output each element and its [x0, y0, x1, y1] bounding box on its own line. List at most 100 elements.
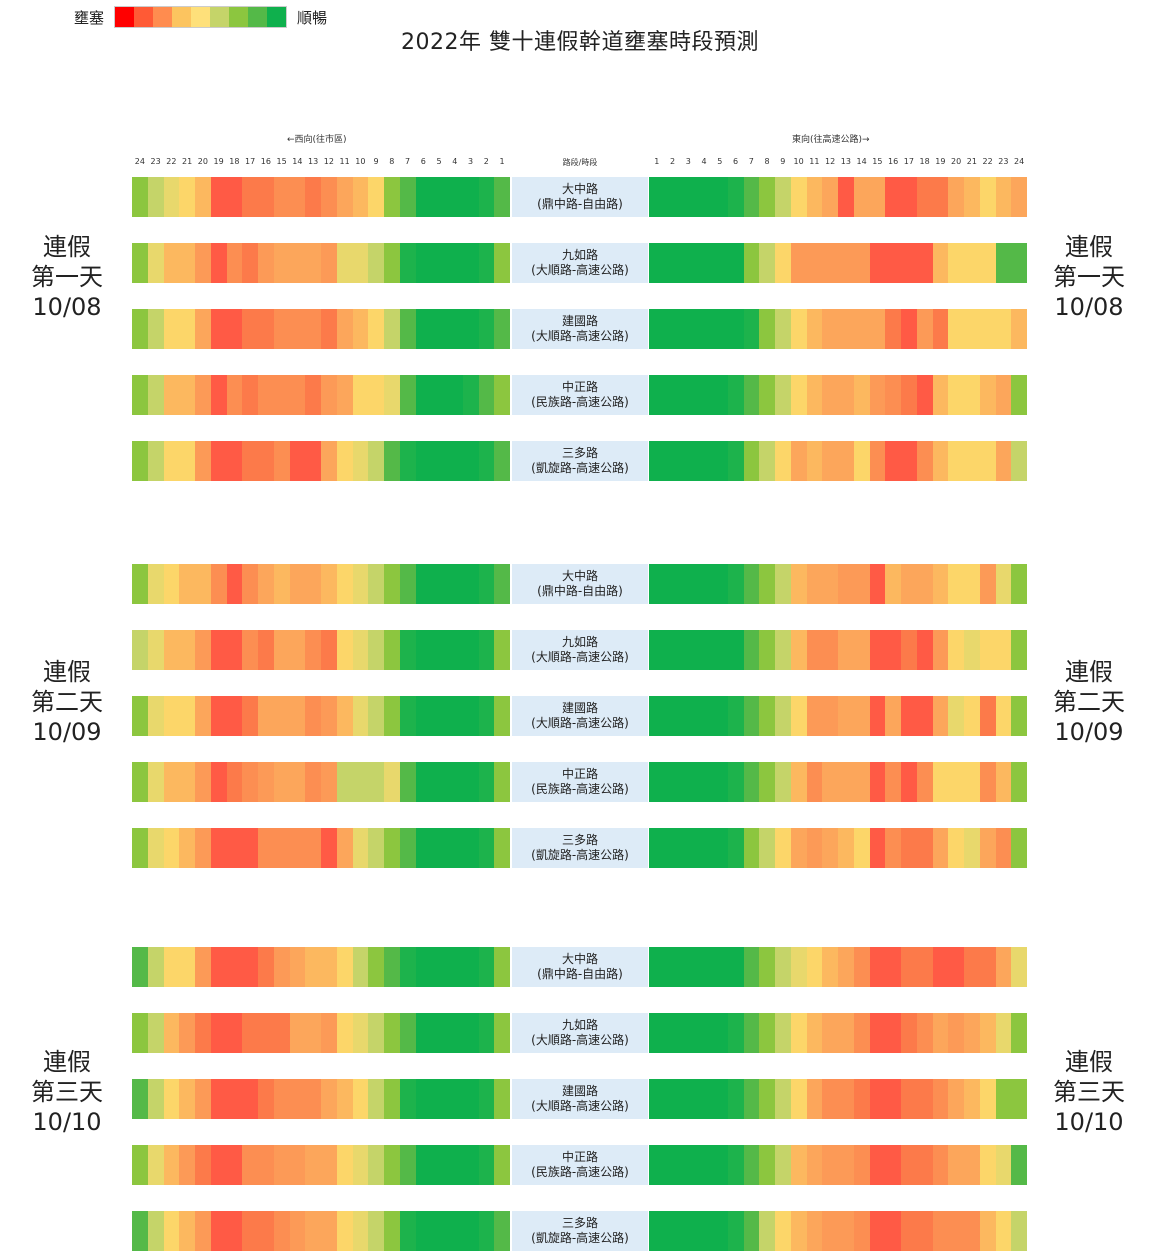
heatmap-cell	[132, 947, 148, 987]
heatmap-cell	[242, 828, 258, 868]
heatmap-cell	[979, 441, 996, 481]
day-label-left: 連假 第二天 10/09	[2, 657, 132, 747]
heatmap-cell	[258, 1211, 274, 1251]
heatmap-cell	[948, 1211, 964, 1251]
heatmap-cell	[179, 947, 195, 987]
heatmap-cell	[462, 1211, 479, 1251]
heatmap-cell	[853, 947, 870, 987]
heatmap-cell	[289, 564, 306, 604]
heatmap-cell	[258, 309, 274, 349]
heatmap-cell	[790, 1211, 807, 1251]
heatmap-cell	[901, 375, 917, 415]
heatmap-cell	[680, 1079, 697, 1119]
heatmap-cell	[885, 828, 901, 868]
heatmap-cell	[1011, 1079, 1027, 1119]
heatmap-cell	[242, 1079, 258, 1119]
heatmap-cell	[431, 177, 447, 217]
heatmap-cell	[321, 1211, 337, 1251]
heatmap-cell	[759, 1013, 775, 1053]
heatmap-cell	[305, 1013, 321, 1053]
heatmap-cell	[258, 564, 274, 604]
road-name: 九如路	[561, 248, 598, 262]
day-label-line: 10/08	[1054, 293, 1124, 321]
heatmap-cell	[336, 375, 353, 415]
heatmap-cell	[964, 762, 980, 802]
heatmap-cell	[415, 243, 432, 283]
heatmap-cell	[712, 375, 728, 415]
heatmap-row	[649, 177, 1027, 217]
heatmap-cell	[447, 309, 463, 349]
heatmap-cell	[979, 243, 996, 283]
east-hour-tick: 3	[685, 157, 691, 166]
heatmap-cell	[195, 828, 211, 868]
heatmap-cell	[806, 696, 823, 736]
heatmap-cell	[932, 243, 949, 283]
heatmap-cell	[743, 947, 760, 987]
heatmap-cell	[948, 441, 964, 481]
heatmap-cell	[853, 375, 870, 415]
heatmap-cell	[727, 1145, 744, 1185]
heatmap-cell	[399, 1013, 416, 1053]
road-name: 九如路	[561, 1018, 598, 1032]
heatmap-cell	[147, 441, 164, 481]
west-hour-tick: 14	[292, 157, 303, 166]
heatmap-cell	[995, 177, 1012, 217]
heatmap-cell	[478, 441, 495, 481]
heatmap-cell	[242, 1013, 258, 1053]
heatmap-cell	[305, 1079, 321, 1119]
day-label-line: 第一天	[1053, 263, 1125, 291]
heatmap-cell	[273, 696, 290, 736]
west-hour-tick: 19	[213, 157, 224, 166]
road-label: 九如路 (大順路-高速公路)	[512, 630, 648, 670]
east-hour-tick: 5	[717, 157, 723, 166]
heatmap-cell	[901, 243, 917, 283]
east-hour-tick: 4	[701, 157, 707, 166]
heatmap-cell	[352, 564, 369, 604]
heatmap-cell	[790, 828, 807, 868]
east-hour-tick: 24	[1014, 157, 1025, 166]
road-name: 三多路	[561, 833, 598, 847]
heatmap-cell	[305, 630, 321, 670]
heatmap-cell	[447, 828, 463, 868]
road-label: 大中路 (鼎中路-自由路)	[512, 177, 648, 217]
heatmap-cell	[649, 762, 665, 802]
heatmap-cell	[273, 947, 290, 987]
east-hour-tick: 17	[903, 157, 914, 166]
heatmap-cell	[901, 630, 917, 670]
heatmap-cell	[885, 375, 901, 415]
heatmap-cell	[727, 630, 744, 670]
heatmap-cell	[649, 177, 665, 217]
heatmap-cell	[932, 828, 949, 868]
heatmap-cell	[399, 630, 416, 670]
day-label-line: 10/10	[1054, 1108, 1124, 1136]
heatmap-cell	[869, 1079, 886, 1119]
heatmap-cell	[368, 1211, 384, 1251]
heatmap-cell	[431, 947, 447, 987]
heatmap-cell	[210, 441, 227, 481]
heatmap-cell	[1011, 1013, 1027, 1053]
heatmap-cell	[759, 947, 775, 987]
heatmap-cell	[399, 177, 416, 217]
legend-congested-label: 壅塞	[74, 8, 105, 27]
road-name: 大中路	[561, 569, 598, 583]
heatmap-cell	[664, 441, 681, 481]
heatmap-cell	[305, 243, 321, 283]
heatmap-cell	[649, 1145, 665, 1185]
heatmap-cell	[147, 630, 164, 670]
heatmap-cell	[869, 309, 886, 349]
heatmap-cell	[838, 947, 854, 987]
east-direction-label: 東向(往高速公路)→	[792, 135, 870, 145]
heatmap-cell	[321, 696, 337, 736]
heatmap-cell	[790, 630, 807, 670]
heatmap-cell	[132, 828, 148, 868]
heatmap-cell	[289, 762, 306, 802]
heatmap-cell	[462, 177, 479, 217]
heatmap-cell	[727, 1013, 744, 1053]
heatmap-cell	[712, 947, 728, 987]
day-label-right: 連假 第三天 10/10	[1024, 1047, 1152, 1137]
heatmap-cell	[680, 177, 697, 217]
heatmap-cell	[132, 441, 148, 481]
heatmap-cell	[838, 243, 854, 283]
heatmap-cell	[462, 1145, 479, 1185]
heatmap-cell	[447, 564, 463, 604]
